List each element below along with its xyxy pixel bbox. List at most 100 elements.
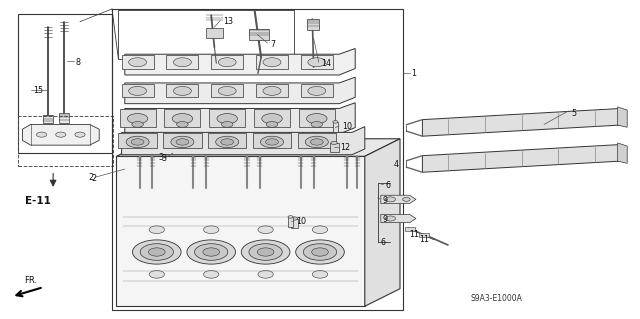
Circle shape: [263, 86, 281, 95]
Circle shape: [132, 122, 143, 127]
Circle shape: [260, 136, 284, 148]
Circle shape: [311, 122, 323, 127]
Circle shape: [187, 240, 236, 264]
Circle shape: [216, 136, 239, 148]
Circle shape: [195, 244, 228, 260]
Polygon shape: [22, 124, 99, 145]
Circle shape: [218, 58, 236, 67]
Polygon shape: [118, 133, 157, 148]
Text: 13: 13: [223, 17, 233, 26]
Polygon shape: [116, 156, 365, 306]
Text: 15: 15: [33, 86, 44, 95]
Polygon shape: [291, 219, 298, 228]
Circle shape: [241, 240, 290, 264]
Text: 8: 8: [76, 58, 81, 67]
Polygon shape: [166, 84, 198, 97]
Circle shape: [140, 244, 173, 260]
Polygon shape: [43, 115, 53, 123]
Text: 7: 7: [270, 40, 275, 48]
Circle shape: [307, 114, 327, 124]
Bar: [112, 9, 403, 310]
Text: 14: 14: [321, 59, 332, 68]
Circle shape: [278, 145, 288, 150]
Text: 11: 11: [419, 235, 429, 244]
Circle shape: [291, 217, 298, 220]
Polygon shape: [120, 109, 156, 127]
Circle shape: [257, 248, 274, 256]
Polygon shape: [163, 133, 202, 148]
Polygon shape: [298, 133, 336, 148]
Circle shape: [204, 226, 219, 234]
Circle shape: [169, 145, 179, 150]
Text: 10: 10: [342, 122, 352, 131]
Polygon shape: [333, 122, 338, 132]
Circle shape: [331, 141, 337, 145]
Circle shape: [131, 139, 144, 145]
Text: 6: 6: [381, 238, 386, 247]
Text: 1: 1: [412, 69, 417, 78]
Polygon shape: [381, 195, 416, 204]
Polygon shape: [122, 127, 365, 155]
Polygon shape: [164, 109, 200, 127]
Circle shape: [308, 58, 326, 67]
Polygon shape: [253, 133, 291, 148]
Polygon shape: [422, 108, 621, 136]
Text: 9: 9: [383, 215, 388, 224]
Text: FR.: FR.: [24, 276, 37, 285]
Polygon shape: [211, 55, 243, 69]
Text: 5: 5: [571, 109, 576, 118]
Circle shape: [149, 271, 164, 278]
Text: E-11: E-11: [26, 196, 51, 206]
Circle shape: [258, 226, 273, 234]
Text: 2: 2: [91, 174, 96, 182]
Circle shape: [312, 226, 328, 234]
Circle shape: [56, 132, 66, 137]
Polygon shape: [208, 133, 246, 148]
Polygon shape: [301, 55, 333, 69]
Circle shape: [312, 248, 328, 256]
Circle shape: [204, 271, 219, 278]
Polygon shape: [166, 55, 198, 69]
Polygon shape: [125, 48, 355, 75]
Polygon shape: [330, 143, 339, 152]
Text: 11: 11: [410, 230, 420, 239]
Bar: [18, 116, 113, 166]
Polygon shape: [288, 217, 293, 227]
Circle shape: [266, 139, 278, 145]
Circle shape: [303, 244, 337, 260]
Text: 3: 3: [161, 154, 166, 163]
Circle shape: [221, 122, 233, 127]
Polygon shape: [618, 107, 627, 127]
Circle shape: [129, 58, 147, 67]
Polygon shape: [122, 55, 154, 69]
Polygon shape: [125, 103, 355, 134]
Circle shape: [305, 136, 328, 148]
Polygon shape: [419, 233, 429, 237]
Circle shape: [171, 136, 194, 148]
Circle shape: [224, 145, 234, 150]
Circle shape: [403, 197, 410, 201]
Polygon shape: [405, 227, 415, 231]
Polygon shape: [209, 109, 245, 127]
Circle shape: [75, 132, 85, 137]
Text: 10: 10: [296, 217, 306, 226]
Circle shape: [288, 216, 293, 218]
Circle shape: [172, 114, 193, 124]
Polygon shape: [256, 55, 288, 69]
Circle shape: [132, 240, 181, 264]
Circle shape: [36, 132, 47, 137]
Polygon shape: [211, 84, 243, 97]
Circle shape: [333, 121, 338, 123]
Text: S9A3-E1000A: S9A3-E1000A: [470, 294, 522, 303]
Circle shape: [217, 114, 237, 124]
Polygon shape: [254, 109, 290, 127]
Text: 4: 4: [394, 160, 399, 169]
Polygon shape: [59, 113, 69, 123]
Circle shape: [149, 226, 164, 234]
Polygon shape: [365, 139, 400, 306]
Polygon shape: [422, 145, 621, 172]
Polygon shape: [381, 214, 416, 223]
Circle shape: [173, 86, 191, 95]
Circle shape: [249, 244, 282, 260]
Circle shape: [173, 58, 191, 67]
